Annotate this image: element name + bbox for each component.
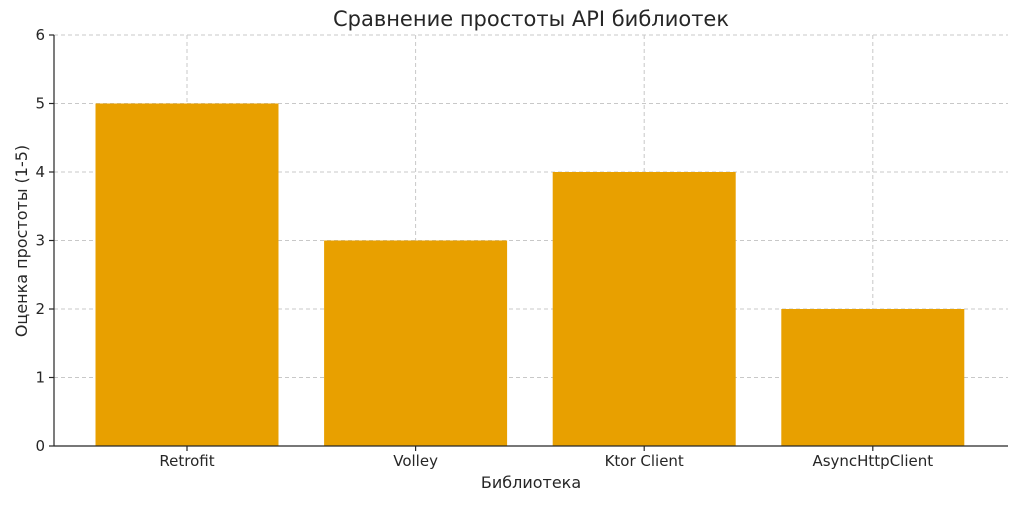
x-tick-label: AsyncHttpClient [812,452,933,470]
bar-asynchttpclient [781,309,965,446]
bar-volley [324,240,508,446]
y-tick-label: 4 [35,163,45,181]
x-tick-label: Volley [393,452,438,470]
chart-title: Сравнение простоты API библиотек [333,7,729,31]
x-tick-label: Retrofit [159,452,214,470]
bar-ktor-client [552,172,736,446]
x-axis-title: Библиотека [481,473,581,492]
y-tick-label: 0 [35,437,45,455]
bar-retrofit [95,103,279,446]
y-tick-label: 6 [35,26,45,44]
y-ticks: 0 1 2 3 4 5 6 [35,26,54,455]
x-tick-label: Ktor Client [605,452,684,470]
y-tick-label: 3 [35,232,45,250]
y-tick-label: 5 [35,95,45,113]
y-tick-label: 1 [35,369,45,387]
x-ticks: Retrofit Volley Ktor Client AsyncHttpClient [159,446,933,470]
y-axis-title: Оценка простоты (1-5) [12,145,31,337]
y-tick-label: 2 [35,300,45,318]
bars [95,103,965,446]
